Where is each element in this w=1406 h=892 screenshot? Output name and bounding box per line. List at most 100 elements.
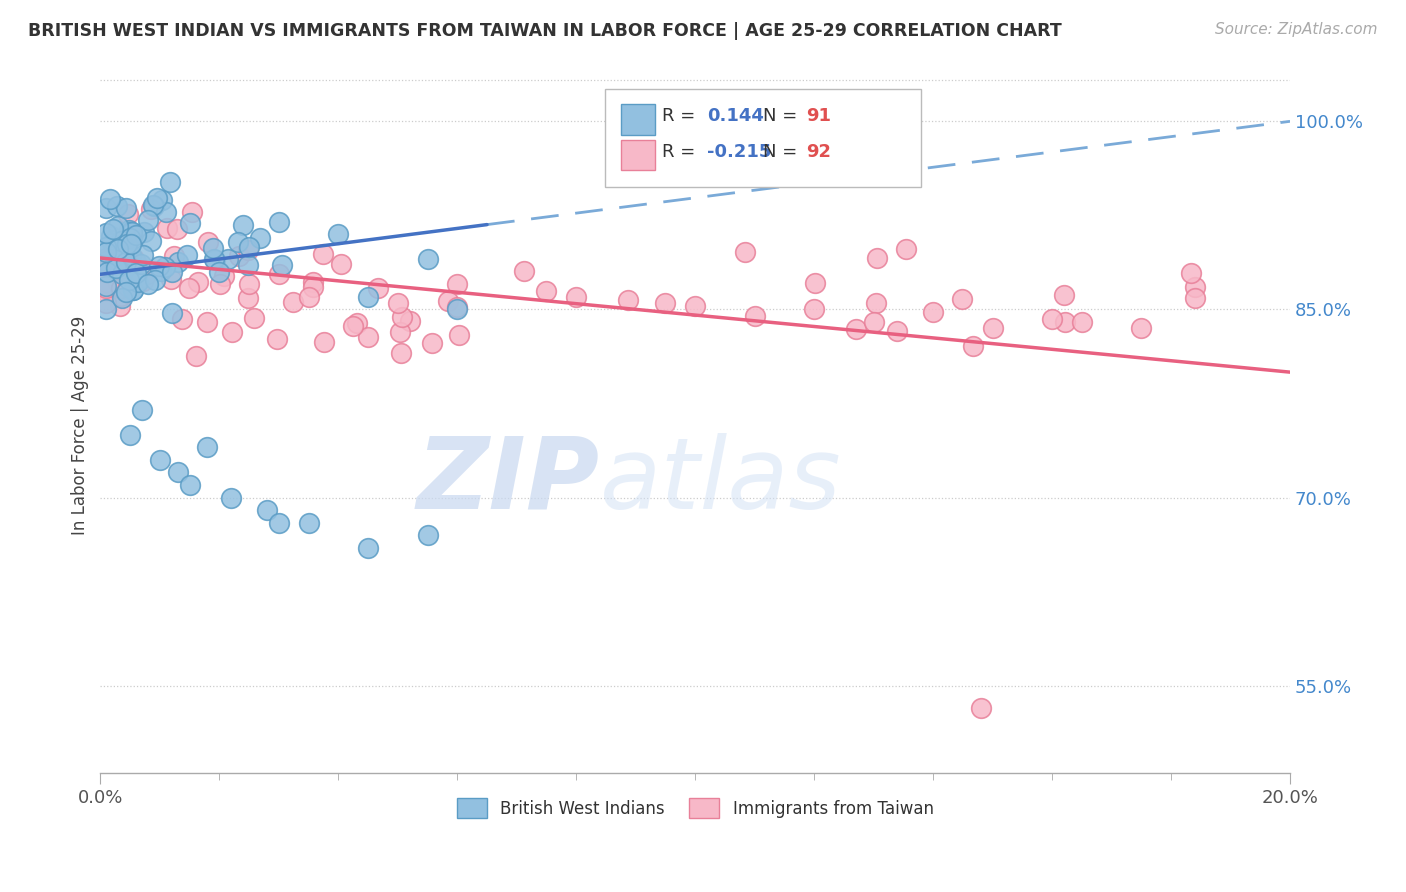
Point: [96, 279, 118, 293]
Point: [804, 276, 827, 290]
Point: [111, 267, 134, 281]
Point: [271, 258, 294, 272]
Text: 92: 92: [806, 143, 831, 161]
Point: [565, 290, 588, 304]
Point: [101, 233, 124, 247]
Point: [96, 275, 118, 289]
Point: [120, 225, 142, 239]
Point: [302, 280, 325, 294]
Point: [447, 327, 470, 342]
Point: [862, 315, 884, 329]
Point: [281, 295, 304, 310]
Point: [115, 255, 138, 269]
Point: [238, 277, 260, 292]
Point: [179, 216, 201, 230]
Point: [105, 199, 128, 213]
Point: [266, 331, 288, 345]
Point: [107, 242, 129, 256]
Point: [162, 306, 184, 320]
Point: [922, 305, 945, 319]
Point: [346, 316, 368, 330]
Point: [388, 325, 411, 339]
Point: [114, 201, 136, 215]
Point: [156, 221, 179, 235]
Point: [202, 241, 225, 255]
Point: [118, 273, 141, 287]
Point: [104, 260, 127, 275]
Point: [981, 321, 1004, 335]
Point: [357, 290, 380, 304]
Point: [243, 311, 266, 326]
Point: [110, 234, 132, 248]
Point: [96, 258, 118, 272]
Point: [416, 528, 439, 542]
Point: [96, 285, 118, 299]
Point: [187, 275, 209, 289]
Text: BRITISH WEST INDIAN VS IMMIGRANTS FROM TAIWAN IN LABOR FORCE | AGE 25-29 CORRELA: BRITISH WEST INDIAN VS IMMIGRANTS FROM T…: [28, 22, 1062, 40]
Point: [204, 252, 226, 267]
Point: [96, 258, 118, 272]
Point: [950, 292, 973, 306]
Point: [170, 312, 193, 326]
Point: [734, 245, 756, 260]
Point: [330, 257, 353, 271]
Point: [1054, 315, 1077, 329]
Point: [162, 249, 184, 263]
Point: [314, 334, 336, 349]
Point: [146, 191, 169, 205]
Point: [228, 235, 250, 249]
Point: [110, 281, 132, 295]
Point: [302, 275, 325, 289]
Point: [204, 252, 226, 267]
Point: [180, 205, 202, 219]
Point: [96, 240, 118, 254]
Point: [328, 227, 350, 242]
Point: [115, 285, 138, 299]
Point: [96, 245, 118, 260]
Point: [249, 230, 271, 244]
Point: [124, 255, 146, 269]
Text: -0.215: -0.215: [707, 143, 772, 161]
Point: [399, 314, 422, 328]
Y-axis label: In Labor Force | Age 25-29: In Labor Force | Age 25-29: [72, 316, 89, 535]
Point: [136, 277, 159, 292]
Point: [141, 202, 163, 216]
Point: [1130, 321, 1153, 335]
Point: [236, 243, 259, 257]
Point: [107, 277, 129, 291]
Point: [101, 221, 124, 235]
Point: [179, 478, 201, 492]
Point: [357, 330, 380, 344]
Point: [803, 302, 825, 317]
Point: [112, 243, 135, 257]
Point: [970, 701, 993, 715]
Point: [131, 402, 153, 417]
Point: [367, 280, 389, 294]
Point: [420, 336, 443, 351]
Text: 91: 91: [806, 107, 831, 125]
Point: [111, 246, 134, 260]
Point: [446, 301, 468, 315]
Point: [129, 257, 152, 271]
Point: [125, 266, 148, 280]
Point: [120, 248, 142, 262]
Point: [96, 295, 118, 310]
Point: [267, 516, 290, 530]
Legend: British West Indians, Immigrants from Taiwan: British West Indians, Immigrants from Ta…: [450, 792, 941, 824]
Point: [617, 293, 640, 307]
Point: [297, 290, 319, 304]
Point: [96, 226, 118, 240]
Point: [197, 441, 219, 455]
Point: [150, 193, 173, 207]
Point: [238, 258, 260, 272]
Point: [118, 231, 141, 245]
Point: [143, 272, 166, 286]
Point: [96, 301, 118, 316]
Point: [121, 225, 143, 239]
Point: [122, 283, 145, 297]
Text: N =: N =: [763, 107, 803, 125]
Point: [149, 453, 172, 467]
Point: [195, 315, 218, 329]
Point: [297, 516, 319, 530]
Point: [117, 249, 139, 263]
